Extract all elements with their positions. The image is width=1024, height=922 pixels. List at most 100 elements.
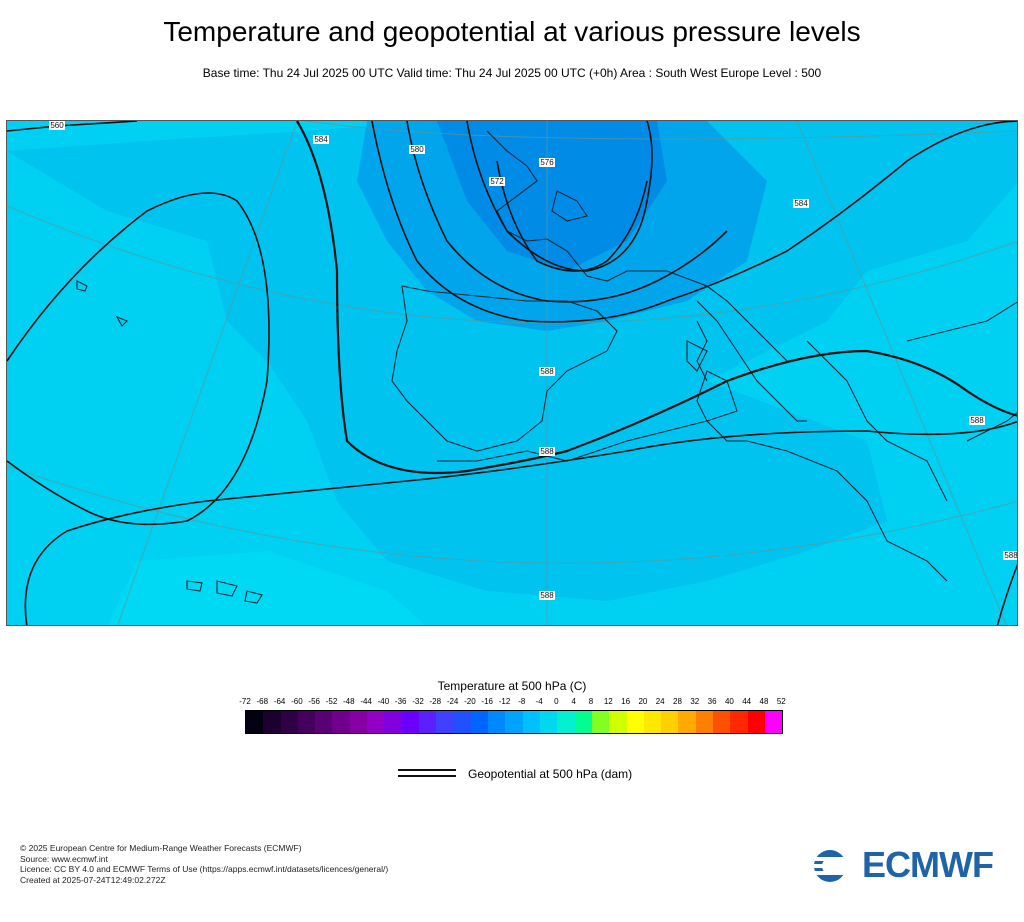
legend-tick-labels: -72 -68 -64 -60 -56 -52 -48 -44 -40 -36 -32 -28 -24-… bbox=[236, 697, 796, 709]
legend-tick-label: -68 bbox=[256, 697, 269, 706]
geopotential-contours bbox=[7, 121, 1017, 625]
legend-tick-label: -32 bbox=[412, 697, 424, 706]
color-swatch bbox=[436, 711, 454, 733]
color-swatch bbox=[332, 711, 350, 733]
chart-subtitle: Base time: Thu 24 Jul 2025 00 UTC Valid … bbox=[202, 66, 822, 80]
chart-title: Temperature and geopotential at various … bbox=[163, 16, 861, 47]
legend-tick-label: -52 bbox=[325, 697, 338, 706]
color-swatch bbox=[695, 711, 714, 733]
contour-label: 588 bbox=[1003, 551, 1018, 560]
color-swatch bbox=[661, 711, 679, 733]
color-swatch bbox=[522, 711, 541, 733]
color-swatch bbox=[401, 711, 419, 733]
contour-label: 572 bbox=[489, 177, 505, 186]
legend-tick-label: 48 bbox=[759, 697, 769, 706]
light-blue-zone bbox=[7, 121, 1017, 601]
contour-label: 580 bbox=[409, 145, 425, 154]
legend-tick-label: -60 bbox=[291, 697, 303, 706]
contour-label: 588 bbox=[969, 416, 985, 425]
ecmwf-logo: ECMWF bbox=[812, 844, 1012, 886]
color-swatch bbox=[626, 711, 644, 733]
color-swatch bbox=[280, 711, 298, 733]
legend-tick-label: 12 bbox=[603, 697, 613, 706]
svg-text:588: 588 bbox=[540, 367, 554, 376]
color-swatch bbox=[488, 711, 506, 733]
legend-tick-label: 52 bbox=[776, 697, 786, 706]
legend-tick-label: -24 bbox=[446, 697, 459, 706]
legend-tick-label: 0 bbox=[554, 697, 559, 706]
legend-tick-label: 44 bbox=[742, 697, 752, 706]
contour-labels: 560 572 576 580 584 588 588 588 588 584 … bbox=[49, 121, 1018, 600]
color-swatch bbox=[315, 711, 333, 733]
color-swatch bbox=[557, 711, 575, 733]
weather-map: 560 572 576 580 584 588 588 588 588 584 … bbox=[6, 120, 1018, 626]
legend-tick-label: 28 bbox=[673, 697, 682, 706]
color-swatch bbox=[747, 711, 765, 733]
color-swatch bbox=[609, 711, 627, 733]
footer-credits: © 2025 European Centre for Medium-Range … bbox=[20, 843, 388, 885]
legend-tick-label: 40 bbox=[724, 697, 734, 706]
color-swatch bbox=[591, 711, 610, 733]
svg-text:584: 584 bbox=[314, 135, 328, 144]
contour-label: 584 bbox=[313, 135, 329, 144]
legend-tick-label: -64 bbox=[273, 697, 286, 706]
legend-tick-label: -36 bbox=[394, 697, 407, 706]
contour-label: 584 bbox=[793, 199, 809, 208]
color-swatch bbox=[297, 711, 316, 733]
legend-tick-label: -20 bbox=[464, 697, 476, 706]
legend-tick-label: 36 bbox=[707, 697, 717, 706]
color-swatch bbox=[246, 711, 264, 733]
color-swatch bbox=[418, 711, 437, 733]
legend-tick-label: -56 bbox=[308, 697, 320, 706]
color-swatch bbox=[574, 711, 592, 733]
color-swatch bbox=[384, 711, 402, 733]
geopotential-legend: Geopotential at 500 hPa (dam) bbox=[398, 766, 658, 786]
legend-tick-label: -16 bbox=[481, 697, 493, 706]
contour-label: 588 bbox=[539, 591, 555, 600]
color-swatch bbox=[540, 711, 558, 733]
color-swatch bbox=[367, 711, 385, 733]
cold-core-zone bbox=[437, 121, 667, 271]
contour-label: 576 bbox=[539, 158, 555, 167]
color-swatch bbox=[505, 711, 523, 733]
color-swatch bbox=[263, 711, 281, 733]
temperature-color-scale bbox=[245, 710, 784, 734]
legend-tick-label: 16 bbox=[621, 697, 631, 706]
color-swatch bbox=[453, 711, 471, 733]
legend-tick-label: 8 bbox=[588, 697, 594, 706]
legend-tick-label: -72 bbox=[239, 697, 251, 706]
legend-tick-label: 24 bbox=[655, 697, 665, 706]
contour-label: 588 bbox=[539, 447, 555, 456]
color-swatch bbox=[764, 711, 783, 733]
footer-created: Created at 2025-07-24T12:49:02.272Z bbox=[20, 874, 166, 885]
legend-tick-label: -44 bbox=[360, 697, 372, 706]
svg-text:584: 584 bbox=[794, 199, 808, 208]
color-swatch bbox=[643, 711, 662, 733]
svg-text:588: 588 bbox=[540, 591, 554, 600]
legend-tick-label: 32 bbox=[690, 697, 700, 706]
geopotential-line-sample bbox=[398, 769, 456, 777]
footer-copyright: © 2025 European Centre for Medium-Range … bbox=[20, 843, 302, 853]
svg-text:588: 588 bbox=[540, 447, 554, 456]
legend-tick-label: 20 bbox=[638, 697, 648, 706]
svg-text:576: 576 bbox=[540, 158, 554, 167]
svg-text:580: 580 bbox=[410, 145, 424, 154]
color-swatch bbox=[470, 711, 489, 733]
color-swatch bbox=[678, 711, 696, 733]
legend-tick-label: -48 bbox=[343, 697, 355, 706]
legend-title: Temperature at 500 hPa (C) bbox=[437, 679, 587, 693]
contour-label: 588 bbox=[539, 367, 555, 376]
svg-text:588: 588 bbox=[1004, 551, 1018, 560]
footer-licence: Licence: CC BY 4.0 and ECMWF Terms of Us… bbox=[20, 864, 389, 874]
color-swatch bbox=[349, 711, 368, 733]
legend-tick-label: -40 bbox=[377, 697, 390, 706]
legend-tick-label: -4 bbox=[535, 697, 543, 706]
svg-text:560: 560 bbox=[50, 121, 64, 130]
ecmwf-logo-icon bbox=[814, 850, 858, 882]
svg-text:588: 588 bbox=[970, 416, 984, 425]
map-canvas: 560 572 576 580 584 588 588 588 588 584 … bbox=[7, 121, 1018, 625]
legend-tick-label: -8 bbox=[518, 697, 526, 706]
footer-source: Source: www.ecmwf.int bbox=[20, 853, 108, 864]
geopotential-legend-label: Geopotential at 500 hPa (dam) bbox=[468, 767, 633, 781]
ecmwf-logo-text: ECMWF bbox=[862, 844, 994, 885]
